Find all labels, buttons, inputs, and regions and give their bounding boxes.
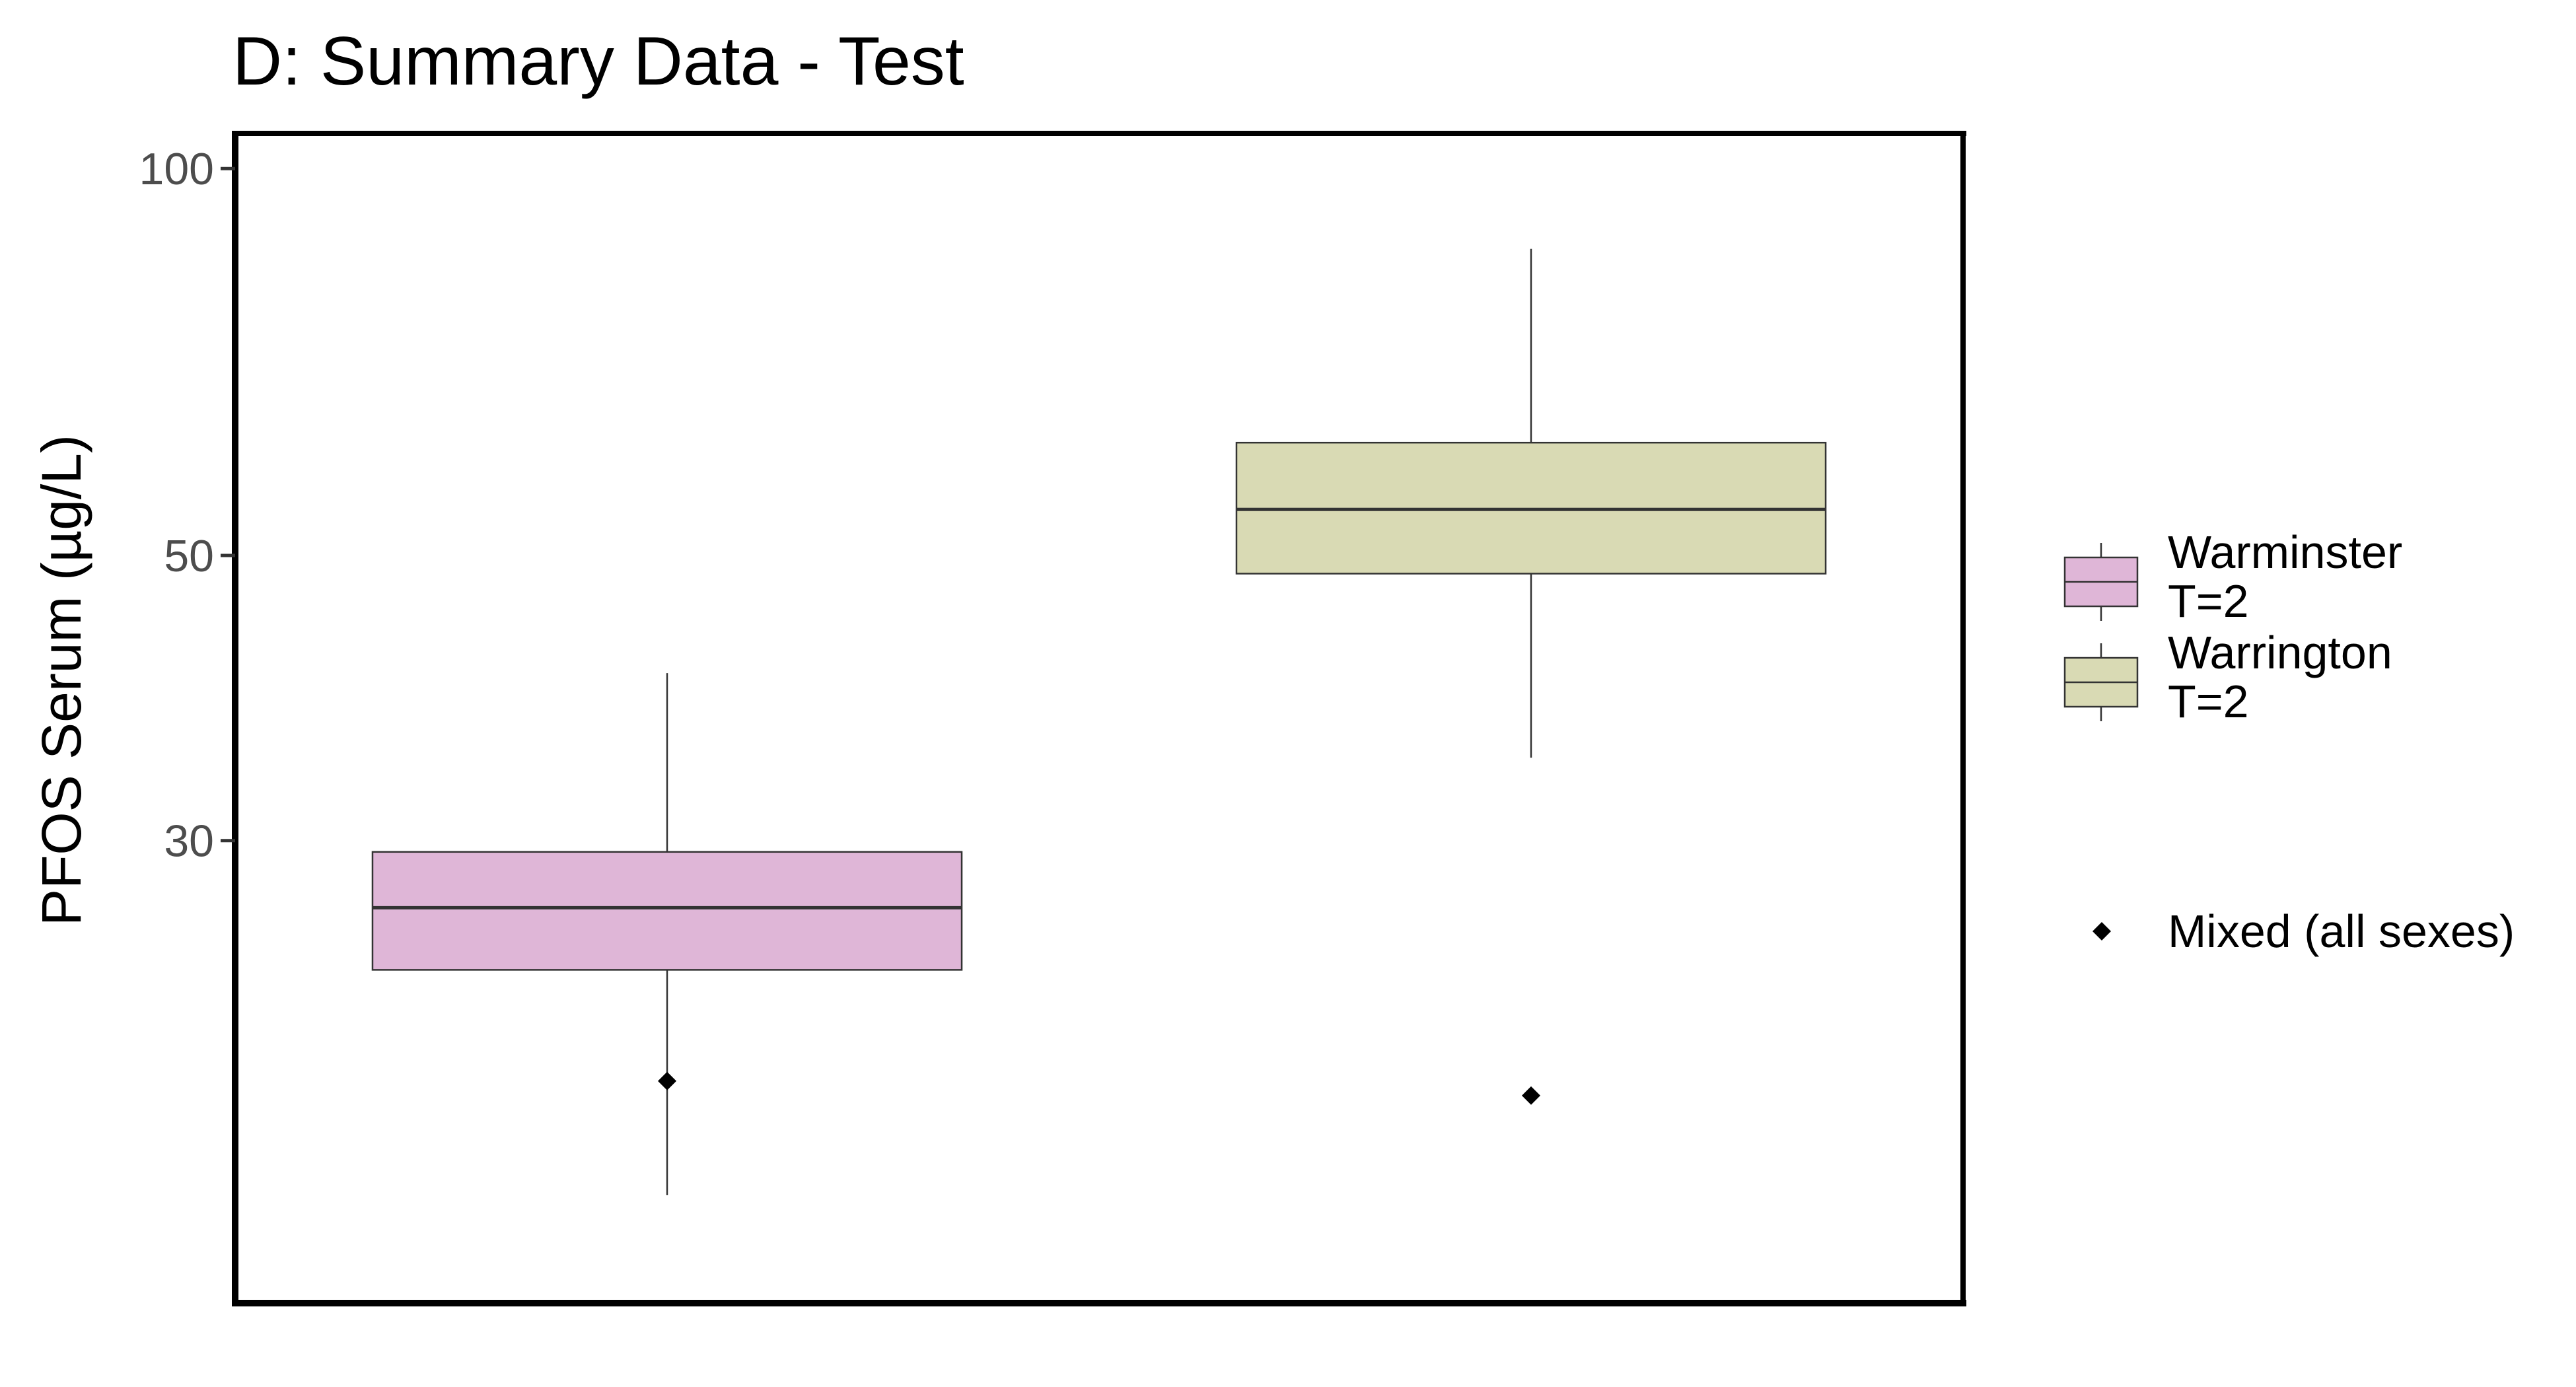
legend-sublabel: T=2 <box>2168 676 2249 727</box>
chart-title: D: Summary Data - Test <box>233 23 964 100</box>
legend-label: Warrington <box>2168 627 2392 678</box>
legend-sublabel: T=2 <box>2168 575 2249 627</box>
box-warminster <box>371 851 963 971</box>
y-tick-label: 100 <box>139 144 214 194</box>
legend-shape-diamond <box>2093 922 2111 941</box>
legend-label: Warminster <box>2168 526 2402 578</box>
y-tick-label: 50 <box>164 531 214 581</box>
y-axis-label: PFOS Serum (µg/L) <box>30 435 92 926</box>
data-point <box>658 1071 676 1090</box>
data-point <box>1522 1086 1540 1105</box>
legend-shape-label: Mixed (all sexes) <box>2168 906 2515 957</box>
y-tick-label: 30 <box>164 816 214 867</box>
plot-area: 30 50 100 <box>139 131 1966 1306</box>
